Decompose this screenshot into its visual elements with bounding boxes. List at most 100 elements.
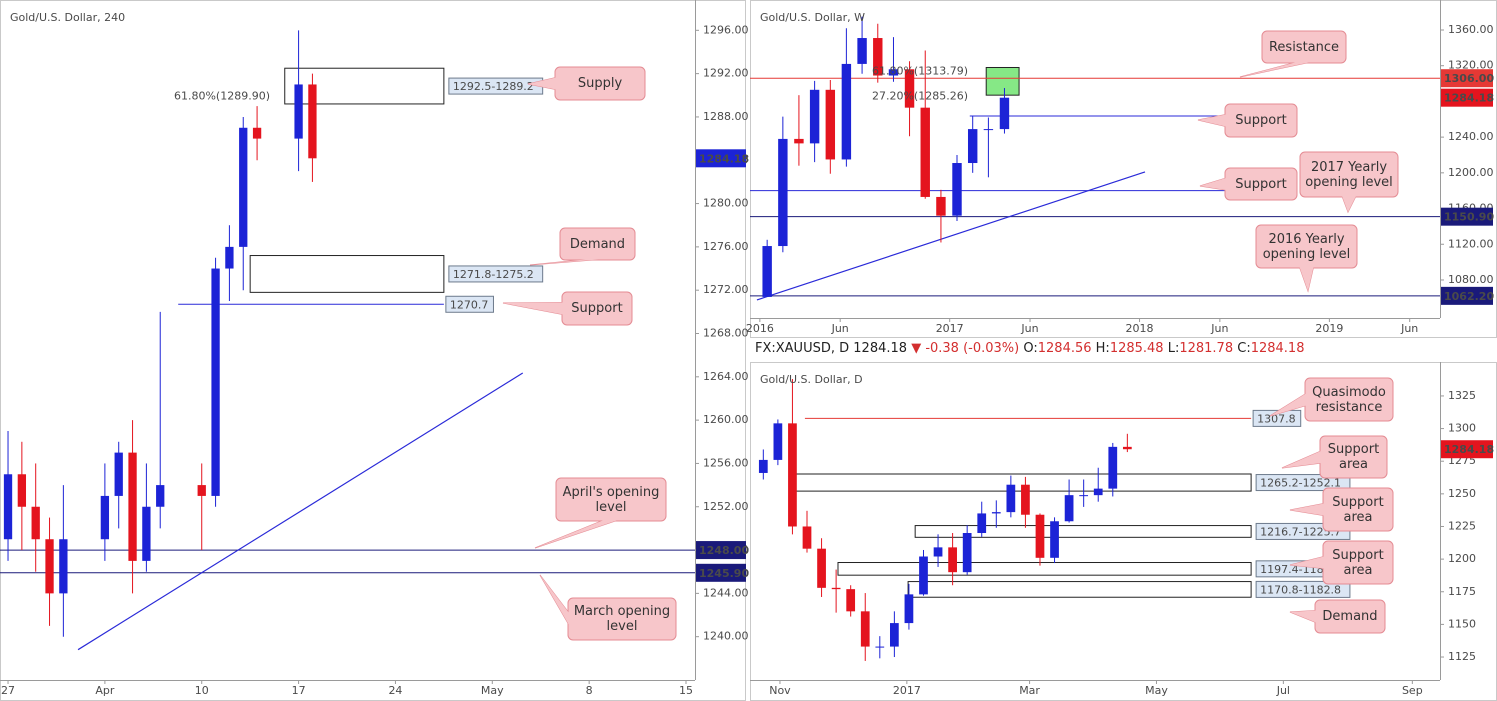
- ohlc-label: C:: [1237, 341, 1251, 356]
- plot-area: [750, 16, 1440, 301]
- candle-body: [962, 533, 972, 573]
- candle-body: [1050, 521, 1059, 558]
- candle-body: [1079, 495, 1089, 497]
- y-tick-label: 1296.00: [703, 23, 749, 36]
- symbol: FX:XAUUSD, D: [755, 341, 850, 356]
- x-tick-label: Jul: [1276, 684, 1290, 697]
- candle-body: [794, 138, 804, 144]
- candle-body: [45, 539, 54, 594]
- chart-title: Gold/U.S. Dollar, D: [760, 373, 863, 386]
- candle-body: [904, 594, 914, 624]
- price-tag: [1441, 69, 1493, 88]
- callout-box: [559, 227, 636, 261]
- ohlc-value: 1284.18: [1250, 341, 1305, 356]
- x-tick-label: May: [481, 684, 504, 697]
- zone: [249, 255, 445, 293]
- callout-pointer-join: [1270, 393, 1306, 416]
- candle-body: [977, 513, 987, 534]
- candle-body: [919, 556, 928, 595]
- callout-text: Support: [1235, 113, 1287, 128]
- level-label: 1307.8: [1257, 412, 1296, 425]
- candle-body: [100, 495, 110, 540]
- callout-pointer-join: [1290, 556, 1324, 569]
- callout-pointer-join: [1240, 62, 1311, 77]
- callout-text: Support area: [1332, 547, 1384, 578]
- zone: [985, 66, 1020, 96]
- y-tick-label: 1300: [1448, 422, 1476, 435]
- price-tag: [1441, 286, 1493, 305]
- candle-body: [1021, 484, 1030, 515]
- callout-text: 2017 Yearly opening level: [1305, 159, 1393, 190]
- candle-body: [802, 526, 812, 549]
- y-tick-label: 1256.00: [703, 456, 749, 469]
- price-tag: [696, 541, 746, 560]
- callout-text: Support: [1235, 176, 1287, 192]
- x-tick-label: Jun: [831, 322, 849, 335]
- candle-body: [846, 589, 856, 612]
- zone: [907, 581, 1252, 598]
- plot-area: [0, 30, 695, 651]
- fib-label: 27.20%(1285.26): [872, 90, 968, 103]
- level-label: 1270.7: [450, 298, 489, 311]
- level-label-box: [1255, 474, 1351, 492]
- candle-body: [211, 268, 220, 496]
- callout-text: March opening level: [573, 604, 671, 634]
- price-tag-text: 1245.90: [699, 567, 749, 580]
- trendline: [77, 372, 524, 651]
- candle-body: [788, 423, 797, 527]
- y-tick-label: 1244.00: [703, 586, 749, 599]
- candle-body: [1064, 495, 1074, 522]
- candle-body: [778, 138, 788, 247]
- trendline: [756, 171, 1146, 301]
- candle-body: [920, 107, 930, 197]
- y-tick-label: 1250: [1448, 487, 1476, 500]
- price-tag: [696, 149, 746, 168]
- y-tick-label: 1225: [1448, 519, 1476, 532]
- candle-body: [991, 512, 1001, 514]
- x-tick-label: 2019: [1315, 322, 1343, 335]
- candle-body: [294, 84, 303, 139]
- x-tick-label: 2016: [746, 322, 774, 335]
- price-tag-text: 1284.18: [1444, 443, 1494, 456]
- y-tick-label: 1175: [1448, 585, 1476, 598]
- level-label-box: [1252, 409, 1302, 427]
- candle-body: [873, 38, 883, 76]
- ohlc-value: 1281.78: [1179, 341, 1234, 356]
- candle-body: [817, 548, 826, 588]
- price-tag: [1441, 440, 1493, 459]
- y-tick-label: 1252.00: [703, 500, 749, 513]
- callout-text: Demand: [569, 236, 626, 252]
- x-tick-label: Mar: [1019, 684, 1040, 697]
- ohlc-value: 1285.48: [1109, 341, 1164, 356]
- x-tick-label: 2017: [936, 322, 964, 335]
- ohlc-label: L:: [1167, 341, 1180, 356]
- ohlc-value: 1284.56: [1037, 341, 1092, 356]
- callout-pointer-join: [1200, 178, 1226, 190]
- candle-body: [59, 539, 68, 594]
- last-price: 1284.18: [853, 341, 908, 356]
- candle-body: [239, 127, 248, 247]
- price-tag: [1441, 207, 1493, 226]
- price-tag-text: 1062.20: [1444, 290, 1494, 303]
- candle-body: [841, 63, 852, 160]
- candle-body: [17, 474, 27, 507]
- chart-title: Gold/U.S. Dollar, W: [760, 11, 865, 24]
- y-tick-label: 1276.00: [703, 240, 749, 253]
- price-tag-text: 1284.18: [699, 152, 749, 165]
- y-tick-label: 1240.00: [703, 630, 749, 643]
- x-tick-label: Apr: [95, 684, 115, 697]
- candle-body: [831, 587, 841, 590]
- callout-pointer-join: [1342, 196, 1356, 212]
- candle-body: [773, 423, 783, 460]
- candle-body: [308, 84, 317, 159]
- y-tick-label: 1120.00: [1448, 237, 1494, 250]
- candle-body: [933, 547, 943, 557]
- candle-body: [758, 459, 768, 473]
- callout-text: Resistance: [1268, 39, 1340, 55]
- callout-text: Support: [571, 301, 623, 316]
- level-label: 1216.7-1225.7: [1260, 525, 1341, 538]
- candle-body: [948, 547, 957, 573]
- callout-text: Demand: [1322, 609, 1378, 624]
- level-label: 1265.2-1252.1: [1260, 477, 1341, 490]
- callout-pointer-join: [1282, 451, 1321, 468]
